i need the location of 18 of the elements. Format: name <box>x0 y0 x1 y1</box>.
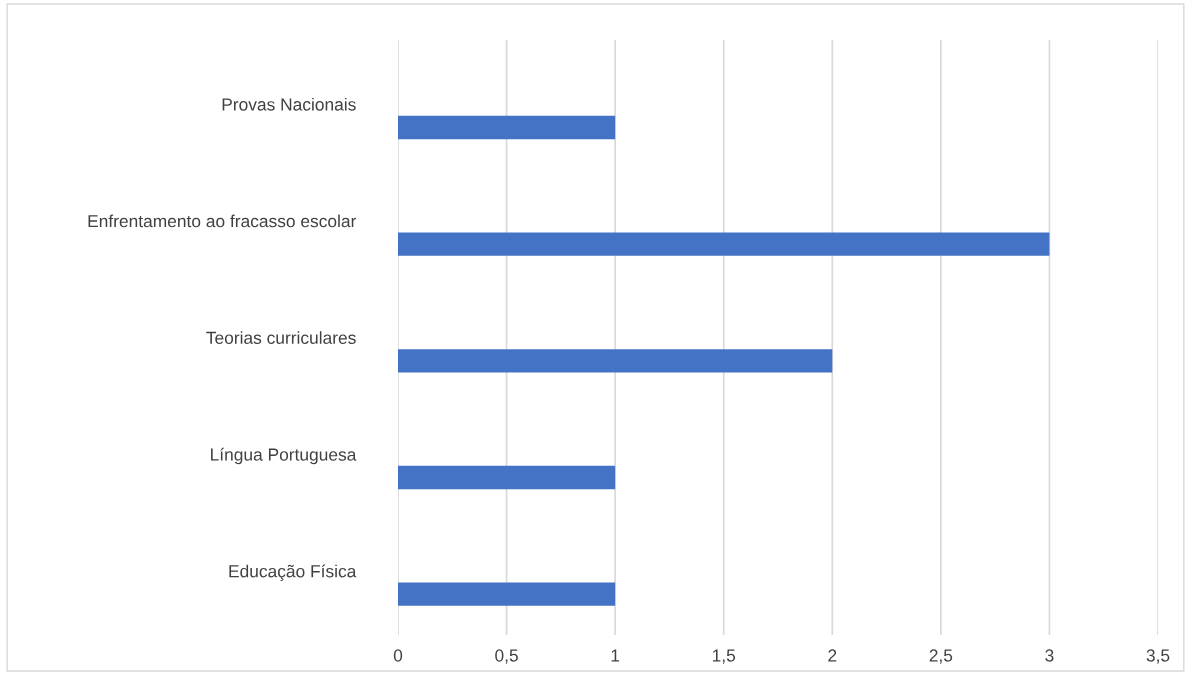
y-tick-label: Provas Nacionais <box>222 97 356 111</box>
x-tick-label: 1 <box>611 649 620 662</box>
x-tick-label: 0,5 <box>495 649 518 664</box>
y-tick-label: Teorias curriculares <box>206 331 356 344</box>
x-tick-label: 3,5 <box>1146 649 1170 664</box>
y-tick-label: Língua Portuguesa <box>211 447 357 465</box>
bar <box>398 232 1050 256</box>
x-tick-label: 0 <box>393 649 403 662</box>
bar <box>398 115 616 140</box>
bar <box>398 582 616 606</box>
bar <box>398 349 833 373</box>
x-tick-label: 3 <box>1045 649 1054 662</box>
bar <box>398 465 616 490</box>
x-tick-label: 2,5 <box>929 649 953 664</box>
y-tick-label: Educação Física <box>229 564 357 581</box>
x-tick-label: 1,5 <box>712 649 736 664</box>
y-tick-label: Enfrentamento ao fracasso escolar <box>88 214 357 228</box>
x-tick-label: 2 <box>828 649 837 662</box>
